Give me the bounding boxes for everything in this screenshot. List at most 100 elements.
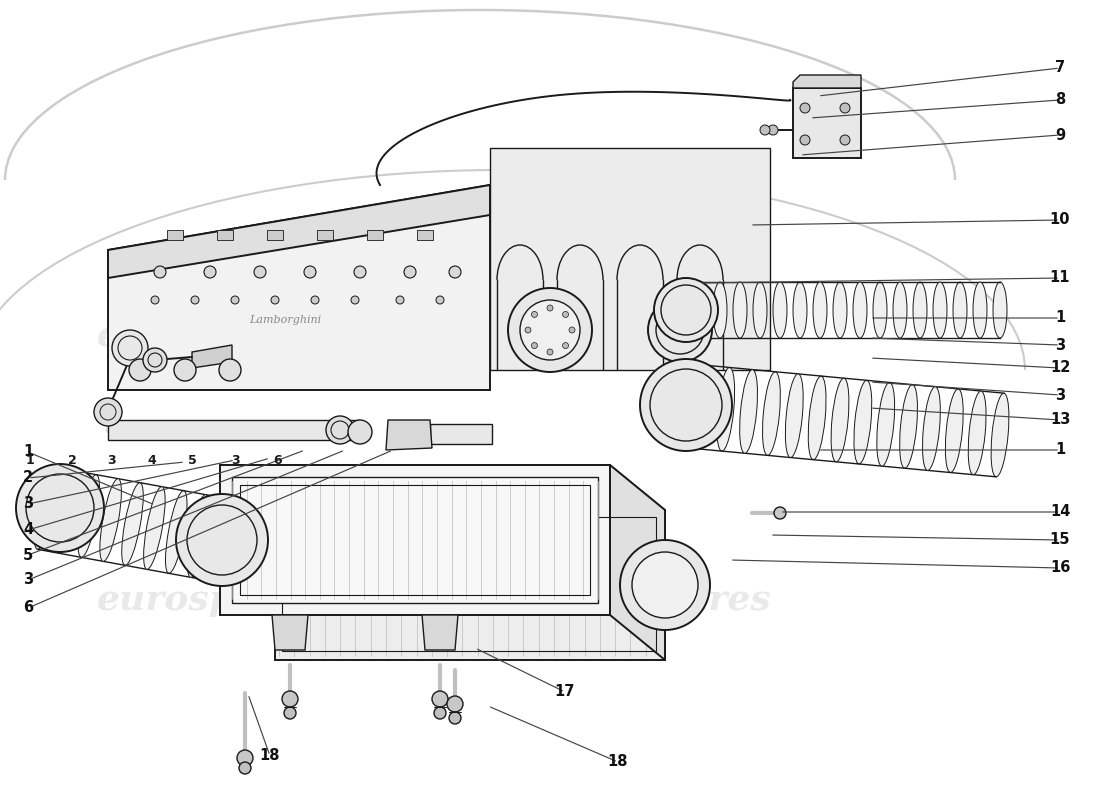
Circle shape [760,125,770,135]
Circle shape [154,266,166,278]
Text: 3: 3 [23,497,33,511]
Circle shape [311,296,319,304]
Circle shape [508,288,592,372]
Circle shape [112,330,148,366]
Text: 18: 18 [607,754,628,770]
Ellipse shape [877,382,894,466]
Text: 4: 4 [23,522,33,538]
Polygon shape [793,75,861,88]
Circle shape [236,750,253,766]
Text: 1: 1 [25,454,34,466]
Ellipse shape [671,363,689,447]
Ellipse shape [953,282,967,338]
Circle shape [239,762,251,774]
Text: Lamborghini: Lamborghini [249,315,321,325]
Text: 5: 5 [188,454,197,466]
Circle shape [219,359,241,381]
Ellipse shape [873,282,887,338]
Ellipse shape [762,372,780,455]
Circle shape [304,266,316,278]
Bar [793,88,861,158]
Polygon shape [386,420,432,450]
Polygon shape [108,185,490,278]
Text: 18: 18 [260,749,280,763]
Polygon shape [108,185,490,390]
Circle shape [840,135,850,145]
Text: 10: 10 [1049,213,1070,227]
Ellipse shape [122,482,143,566]
Ellipse shape [900,385,917,468]
Circle shape [620,540,710,630]
Text: 3: 3 [108,454,117,466]
Circle shape [436,296,444,304]
Ellipse shape [739,370,758,454]
Text: eurospares: eurospares [548,583,772,617]
Text: 16: 16 [1049,561,1070,575]
Ellipse shape [933,282,947,338]
Bar [108,420,360,440]
Polygon shape [422,615,458,650]
Circle shape [432,691,448,707]
Ellipse shape [187,494,209,578]
Circle shape [632,552,698,618]
Circle shape [176,494,268,586]
Circle shape [800,103,810,113]
Circle shape [16,464,104,552]
Circle shape [531,342,538,349]
Circle shape [447,696,463,712]
Polygon shape [220,465,666,510]
Circle shape [562,311,569,318]
Text: 9: 9 [1055,127,1065,142]
Bar [317,230,333,240]
Ellipse shape [968,391,986,474]
Ellipse shape [785,374,803,458]
Text: 6: 6 [274,454,283,466]
Text: 3: 3 [231,454,240,466]
Ellipse shape [945,389,964,473]
Ellipse shape [991,393,1009,477]
Circle shape [351,296,359,304]
Bar [217,230,233,240]
Text: 5: 5 [23,547,33,562]
Text: 8: 8 [1055,93,1065,107]
Ellipse shape [694,366,712,449]
Text: 7: 7 [1055,61,1065,75]
Circle shape [569,327,575,333]
Ellipse shape [34,466,56,550]
Circle shape [531,311,538,318]
Circle shape [840,103,850,113]
Circle shape [348,420,372,444]
Circle shape [354,266,366,278]
Ellipse shape [717,367,735,451]
Text: 1: 1 [23,445,33,459]
Circle shape [449,712,461,724]
Ellipse shape [852,282,867,338]
Circle shape [404,266,416,278]
Text: 14: 14 [1049,505,1070,519]
Bar [430,424,492,444]
Polygon shape [272,615,308,650]
Circle shape [396,296,404,304]
Circle shape [129,359,151,381]
Circle shape [654,278,718,342]
Circle shape [174,359,196,381]
Text: eurospares: eurospares [548,319,772,353]
Bar [232,477,598,603]
Ellipse shape [209,498,231,582]
Ellipse shape [893,282,907,338]
Text: 2: 2 [67,454,76,466]
Polygon shape [220,465,610,615]
Circle shape [191,296,199,304]
Bar [267,230,283,240]
Circle shape [525,327,531,333]
Ellipse shape [713,282,727,338]
Circle shape [282,691,298,707]
Circle shape [143,348,167,372]
Circle shape [562,342,569,349]
Ellipse shape [913,282,927,338]
Ellipse shape [78,474,99,558]
Polygon shape [610,465,665,660]
Circle shape [254,266,266,278]
Ellipse shape [993,282,1007,338]
Circle shape [774,507,786,519]
